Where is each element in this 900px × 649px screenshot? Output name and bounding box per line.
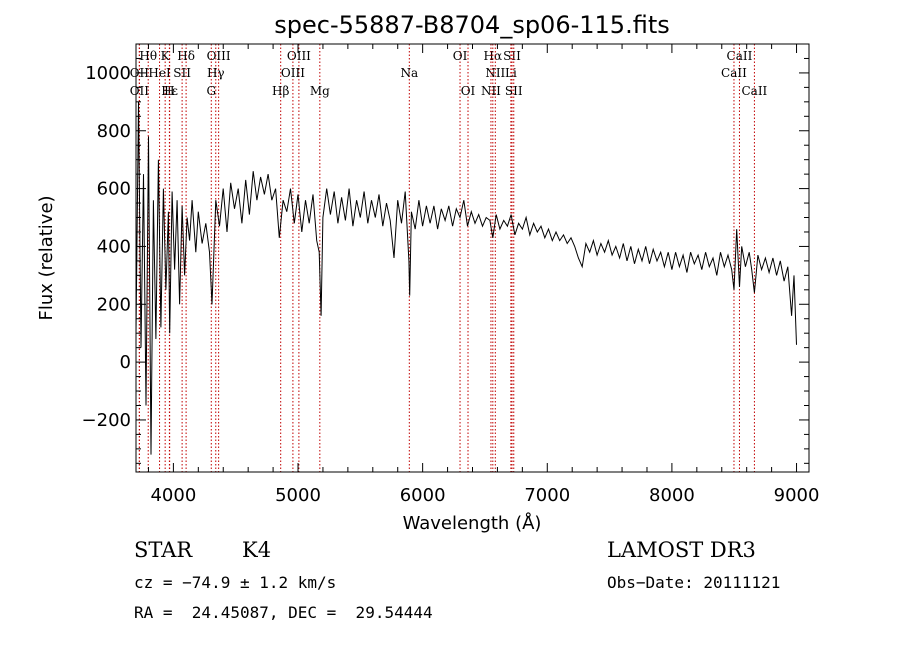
marker-label: HeI [148, 66, 171, 80]
x-tick-label: 4000 [150, 485, 196, 506]
marker-label: NII [481, 84, 501, 98]
x-tick-label: 7000 [524, 485, 570, 506]
marker-label: K [161, 49, 171, 63]
y-axis-label: Flux (relative) [36, 195, 57, 320]
y-tick-label: 0 [120, 352, 131, 373]
y-tick-label: 200 [97, 294, 131, 315]
marker-label: Na [400, 66, 418, 80]
marker-label: OI [453, 49, 468, 63]
object-subclass: K4 [242, 538, 272, 562]
marker-label: Hθ [139, 49, 157, 63]
marker-label: OI [461, 84, 476, 98]
marker-label: G [206, 84, 216, 98]
spectrum-chart: spec-55887-B8704_sp06-115.fits Hθ K Hδ OIII… [36, 11, 820, 534]
marker-label: CaII [721, 66, 747, 80]
y-tick-label: −200 [82, 410, 131, 431]
x-tick-label: 5000 [275, 485, 321, 506]
marker-label: OII [130, 84, 150, 98]
x-tick-label: 9000 [774, 485, 820, 506]
y-tick-label: 800 [97, 121, 131, 142]
observation-date: Obs−Date: 20111121 [607, 573, 781, 592]
x-axis-label: Wavelength (Å) [403, 512, 542, 534]
coordinates: RA = 24.45087, DEC = 29.54444 [134, 603, 433, 622]
marker-label: H [164, 84, 174, 98]
axis-ticks: 4000 5000 6000 7000 8000 9000 −200 0 200 400 600 80… [82, 44, 820, 506]
marker-label: CaII [741, 84, 767, 98]
chart-title: spec-55887-B8704_sp06-115.fits [274, 11, 669, 39]
marker-label: SII [505, 84, 523, 98]
spectrum-series [135, 101, 797, 455]
marker-label: Hα [484, 49, 503, 63]
marker-label: OIII [207, 49, 231, 63]
y-tick-label: 600 [97, 179, 131, 200]
marker-label: OIII [281, 66, 305, 80]
object-class: STAR [134, 538, 193, 562]
y-tick-label: 1000 [85, 63, 131, 84]
marker-label: Hδ [177, 49, 195, 63]
redshift-value: cz = −74.9 ± 1.2 km/s [134, 573, 337, 592]
y-tick-label: 400 [97, 236, 131, 257]
flux-line [135, 101, 797, 455]
survey-name: LAMOST DR3 [607, 538, 756, 562]
marker-label: SII [503, 49, 521, 63]
x-tick-label: 8000 [649, 485, 695, 506]
plot-frame [135, 43, 810, 473]
marker-label: NII [485, 66, 505, 80]
x-tick-label: 6000 [400, 485, 446, 506]
marker-label: OIII [287, 49, 311, 63]
marker-label: SII [173, 66, 191, 80]
marker-label: Hγ [207, 66, 225, 80]
marker-label: Hβ [272, 84, 289, 98]
marker-label: CaII [727, 49, 753, 63]
marker-label: Mg [310, 84, 330, 98]
marker-label: Li [505, 66, 517, 80]
